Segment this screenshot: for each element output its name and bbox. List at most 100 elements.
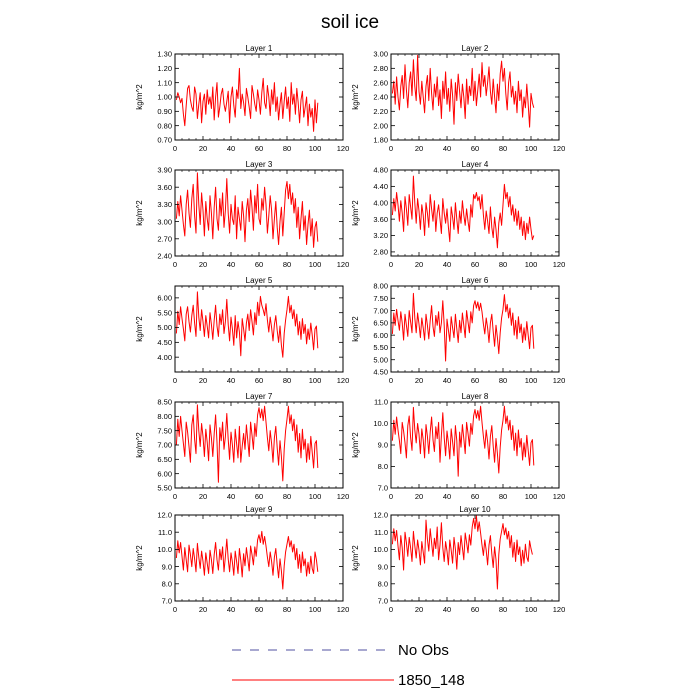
y-tick-label: 2.20 [373, 107, 388, 116]
x-tick-label: 20 [415, 492, 423, 501]
series-line-1850-148 [391, 405, 535, 477]
x-tick-label: 20 [199, 260, 207, 269]
series-line-1850-148 [391, 54, 535, 128]
x-tick-label: 40 [227, 144, 235, 153]
panel-layer-6: Layer 6 0 20 40 60 80 100 120 4.50 5.00 5.50 6.00 6.… [351, 276, 565, 385]
x-tick-label: 20 [415, 260, 423, 269]
x-tick-label: 0 [389, 492, 393, 501]
x-tick-label: 80 [283, 492, 291, 501]
panel-layer-10: Layer 10 0 20 40 60 80 100 120 7.0 8.0 9.0 10.0 11.0… [351, 505, 565, 614]
y-tick-label: 4.00 [157, 353, 172, 362]
panel-title: Layer 10 [459, 505, 491, 514]
panel-layer-2: Layer 2 0 20 40 60 80 100 120 1.80 2.00 2.20 2.40 2.… [351, 44, 565, 153]
y-tick-label: 10.0 [157, 545, 172, 554]
y-tick-label: 6.00 [157, 469, 172, 478]
series-line-1850-148 [391, 175, 535, 249]
x-tick-label: 100 [309, 144, 322, 153]
y-tick-label: 2.80 [373, 64, 388, 73]
panel-title: Layer 9 [246, 505, 273, 514]
y-tick-label: 8.0 [378, 580, 388, 589]
panel-layer-1: Layer 1 0 20 40 60 80 100 120 0.70 0.80 0.90 1.00 1.… [135, 44, 349, 153]
y-tick-label: 4.00 [373, 198, 388, 207]
x-tick-label: 0 [173, 260, 177, 269]
figure-title: soil ice [321, 12, 379, 33]
panel-layer-3: Layer 3 0 20 40 60 80 100 120 2.40 2.70 3.00 3.30 3.… [135, 160, 349, 269]
y-tick-label: 6.50 [373, 319, 388, 328]
panel-layer-7: Layer 7 0 20 40 60 80 100 120 5.50 6.00 6.50 7.00 7.… [135, 392, 349, 501]
y-tick-label: 3.00 [373, 50, 388, 59]
x-tick-label: 20 [199, 492, 207, 501]
x-tick-label: 60 [471, 144, 479, 153]
x-tick-label: 40 [443, 376, 451, 385]
x-tick-label: 0 [389, 260, 393, 269]
x-tick-label: 80 [283, 260, 291, 269]
x-tick-label: 100 [309, 260, 322, 269]
x-tick-label: 60 [471, 605, 479, 614]
x-tick-label: 40 [443, 492, 451, 501]
x-tick-label: 100 [525, 492, 538, 501]
x-tick-label: 100 [309, 376, 322, 385]
y-tick-label: 3.90 [157, 166, 172, 175]
y-tick-label: 2.70 [157, 235, 172, 244]
y-tick-label: 8.0 [162, 580, 172, 589]
y-tick-label: 2.00 [373, 121, 388, 130]
x-tick-label: 60 [471, 376, 479, 385]
x-tick-label: 120 [553, 144, 566, 153]
x-tick-label: 120 [553, 260, 566, 269]
y-tick-label: 4.50 [157, 338, 172, 347]
y-tick-label: 1.80 [373, 136, 388, 145]
y-tick-label: 8.00 [373, 282, 388, 291]
x-tick-label: 60 [255, 492, 263, 501]
x-tick-label: 80 [283, 605, 291, 614]
y-axis-label: kg/m^2 [135, 200, 144, 226]
y-tick-label: 1.30 [157, 50, 172, 59]
y-tick-label: 8.00 [157, 412, 172, 421]
x-tick-label: 60 [471, 492, 479, 501]
x-tick-label: 120 [553, 376, 566, 385]
x-tick-label: 40 [443, 260, 451, 269]
x-tick-label: 0 [389, 605, 393, 614]
x-tick-label: 80 [499, 605, 507, 614]
y-axis-label: kg/m^2 [351, 316, 360, 342]
x-tick-label: 120 [337, 260, 350, 269]
y-axis-label: kg/m^2 [351, 84, 360, 110]
y-tick-label: 7.0 [378, 484, 388, 493]
y-tick-label: 3.60 [157, 183, 172, 192]
y-tick-label: 6.00 [157, 294, 172, 303]
x-tick-label: 0 [389, 144, 393, 153]
x-tick-label: 100 [309, 492, 322, 501]
x-tick-label: 40 [443, 605, 451, 614]
plot-frame [390, 169, 560, 257]
x-tick-label: 40 [227, 605, 235, 614]
y-tick-label: 10.0 [373, 419, 388, 428]
y-tick-label: 9.0 [162, 562, 172, 571]
x-tick-label: 100 [309, 605, 322, 614]
y-axis-label: kg/m^2 [351, 432, 360, 458]
y-tick-label: 1.10 [157, 78, 172, 87]
x-tick-label: 120 [337, 605, 350, 614]
x-tick-label: 120 [553, 492, 566, 501]
y-axis-label: kg/m^2 [135, 84, 144, 110]
x-tick-label: 0 [173, 144, 177, 153]
y-tick-label: 5.50 [373, 343, 388, 352]
x-tick-label: 20 [199, 605, 207, 614]
y-tick-label: 2.40 [157, 252, 172, 261]
x-tick-label: 80 [283, 376, 291, 385]
y-tick-label: 12.0 [373, 511, 388, 520]
x-tick-label: 120 [553, 605, 566, 614]
x-tick-label: 80 [499, 492, 507, 501]
y-tick-label: 4.40 [373, 182, 388, 191]
y-tick-label: 7.50 [157, 426, 172, 435]
panel-layer-4: Layer 4 0 20 40 60 80 100 120 2.80 3.20 3.60 4.00 4.… [351, 160, 565, 269]
x-tick-label: 80 [499, 376, 507, 385]
x-tick-label: 60 [255, 605, 263, 614]
x-tick-label: 20 [199, 144, 207, 153]
legend: No Obs 1850_148 [232, 642, 465, 689]
y-tick-label: 0.90 [157, 107, 172, 116]
x-tick-label: 60 [255, 260, 263, 269]
x-tick-label: 20 [415, 605, 423, 614]
y-tick-label: 10.0 [373, 545, 388, 554]
x-tick-label: 80 [283, 144, 291, 153]
y-axis-label: kg/m^2 [135, 545, 144, 571]
